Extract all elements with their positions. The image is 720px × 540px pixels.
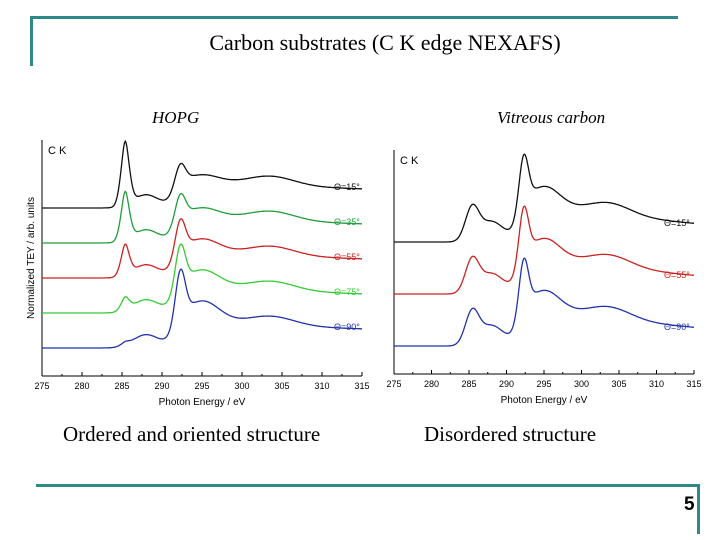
y-axis-label: Normalized TEY / arb. units: [26, 197, 37, 319]
series-label: Θ=90°: [664, 322, 690, 332]
series-line: [42, 268, 362, 349]
right-subtitle: Vitreous carbon: [497, 108, 606, 127]
series-label: Θ=15°: [664, 218, 690, 228]
x-tick-label: 280: [424, 379, 439, 389]
x-tick-label: 290: [154, 381, 169, 391]
series-label: Θ=35°: [334, 217, 360, 227]
page-number: 5: [684, 494, 695, 515]
series-line: [394, 153, 695, 243]
x-tick-label: 290: [499, 379, 514, 389]
slide-title: Carbon substrates (C K edge NEXAFS): [209, 30, 561, 55]
series-line: [42, 139, 362, 209]
x-axis-label: Photon Energy / eV: [501, 395, 588, 406]
series-line: [394, 257, 695, 347]
hopg-nexafs-chart: 275 280 285 290 295 300 305 310 315 Photon Energy…: [26, 139, 370, 408]
x-tick-label: 285: [114, 381, 129, 391]
right-caption: Disordered structure: [424, 422, 597, 446]
bottom-rule-horizontal: [36, 484, 700, 487]
series-label: Θ=55°: [664, 270, 690, 280]
series-line: [42, 243, 362, 314]
x-tick-label: 275: [386, 379, 401, 389]
left-subtitle: HOPG: [152, 108, 200, 127]
series-label: Θ=55°: [334, 252, 360, 262]
left-caption: Ordered and oriented structure: [63, 422, 321, 446]
x-tick-label: 315: [354, 381, 369, 391]
series-line: [42, 217, 362, 279]
top-rule-vertical: [30, 16, 33, 66]
x-tick-label: 295: [194, 381, 209, 391]
x-tick-label: 315: [686, 379, 701, 389]
x-tick-label: 300: [234, 381, 249, 391]
top-rule-horizontal: [30, 16, 678, 19]
series-label: Θ=90°: [334, 322, 360, 332]
series-line: [42, 190, 362, 244]
x-tick-label: 295: [536, 379, 551, 389]
panel-label: C K: [400, 155, 419, 167]
bottom-rule-vertical: [697, 484, 700, 534]
x-tick-label: 310: [314, 381, 329, 391]
x-axis-label: Photon Energy / eV: [159, 397, 246, 408]
series-label: Θ=15°: [334, 182, 360, 192]
series-line: [394, 205, 695, 295]
x-tick-label: 305: [274, 381, 289, 391]
x-tick-label: 305: [611, 379, 626, 389]
panel-label: C K: [48, 145, 67, 157]
vitreous-carbon-nexafs-chart: 275 280 285 290 295 300 305 310 315 Photon Energy…: [386, 150, 702, 406]
x-tick-label: 275: [34, 381, 49, 391]
x-tick-label: 300: [574, 379, 589, 389]
x-tick-label: 285: [461, 379, 476, 389]
x-tick-label: 280: [74, 381, 89, 391]
series-label: Θ=75°: [334, 287, 360, 297]
x-tick-label: 310: [649, 379, 664, 389]
